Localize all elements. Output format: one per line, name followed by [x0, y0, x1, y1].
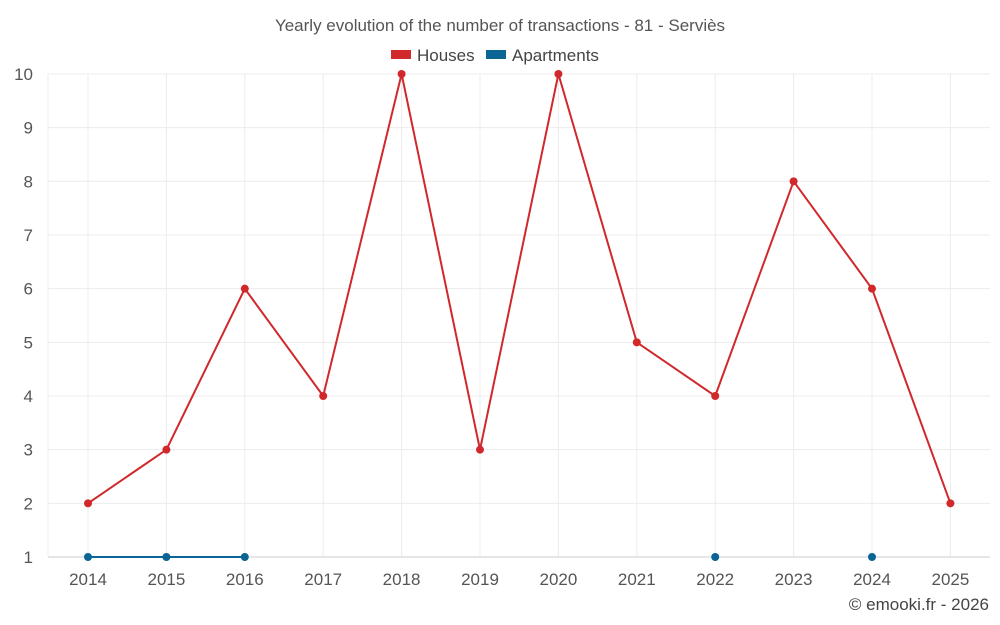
legend-label-houses[interactable]: Houses — [417, 46, 475, 65]
data-point-houses[interactable] — [946, 499, 955, 508]
data-point-apartments[interactable] — [240, 553, 249, 561]
y-tick-label: 7 — [24, 226, 33, 245]
x-tick-label: 2014 — [69, 570, 107, 589]
y-tick-label: 4 — [24, 387, 33, 406]
grid — [47, 73, 990, 558]
series-houses — [84, 70, 955, 508]
data-point-houses[interactable] — [240, 284, 249, 293]
x-tick-label: 2017 — [304, 570, 342, 589]
data-point-houses[interactable] — [397, 70, 406, 78]
x-tick-label: 2020 — [539, 570, 577, 589]
data-point-apartments[interactable] — [868, 553, 876, 561]
data-point-houses[interactable] — [789, 177, 798, 186]
y-tick-label: 2 — [24, 494, 33, 513]
x-tick-label: 2021 — [618, 570, 656, 589]
chart-title: Yearly evolution of the number of transa… — [275, 16, 725, 35]
legend: Houses Apartments — [391, 46, 599, 65]
x-tick-label: 2016 — [226, 570, 264, 589]
y-tick-label: 1 — [24, 548, 33, 567]
data-point-houses[interactable] — [162, 445, 171, 454]
data-point-houses[interactable] — [632, 338, 641, 347]
legend-swatch-apartments — [486, 50, 506, 59]
data-point-houses[interactable] — [554, 70, 563, 78]
data-point-houses[interactable] — [476, 445, 484, 454]
x-tick-label: 2023 — [775, 570, 813, 589]
legend-label-apartments[interactable]: Apartments — [512, 46, 599, 65]
x-tick-label: 2015 — [147, 570, 185, 589]
data-point-houses[interactable] — [84, 499, 92, 508]
y-tick-label: 10 — [14, 65, 33, 84]
series-apartments — [84, 553, 876, 561]
legend-swatch-houses — [391, 50, 411, 59]
data-point-apartments[interactable] — [84, 553, 92, 561]
y-tick-label: 8 — [24, 172, 33, 191]
data-point-houses[interactable] — [319, 392, 328, 400]
data-point-apartments[interactable] — [711, 553, 720, 561]
x-tick-label: 2024 — [853, 570, 891, 589]
y-tick-label: 3 — [24, 441, 33, 460]
x-tick-label: 2022 — [696, 570, 734, 589]
axes: 1 2 3 4 5 6 7 8 9 10 2014 2015 2016 2017 2018 2019 2020 2… — [14, 65, 990, 589]
x-tick-label: 2025 — [931, 570, 969, 589]
data-point-apartments[interactable] — [162, 553, 171, 561]
data-point-houses[interactable] — [868, 284, 876, 293]
data-point-houses[interactable] — [711, 392, 720, 400]
x-tick-label: 2018 — [383, 570, 421, 589]
y-tick-label: 9 — [24, 119, 33, 138]
credit-text: © emooki.fr - 2026 — [849, 595, 989, 614]
series-line-houses — [87, 73, 952, 505]
x-tick-label: 2019 — [461, 570, 499, 589]
y-tick-label: 6 — [24, 280, 33, 299]
y-tick-label: 5 — [24, 333, 33, 352]
series — [84, 70, 955, 561]
